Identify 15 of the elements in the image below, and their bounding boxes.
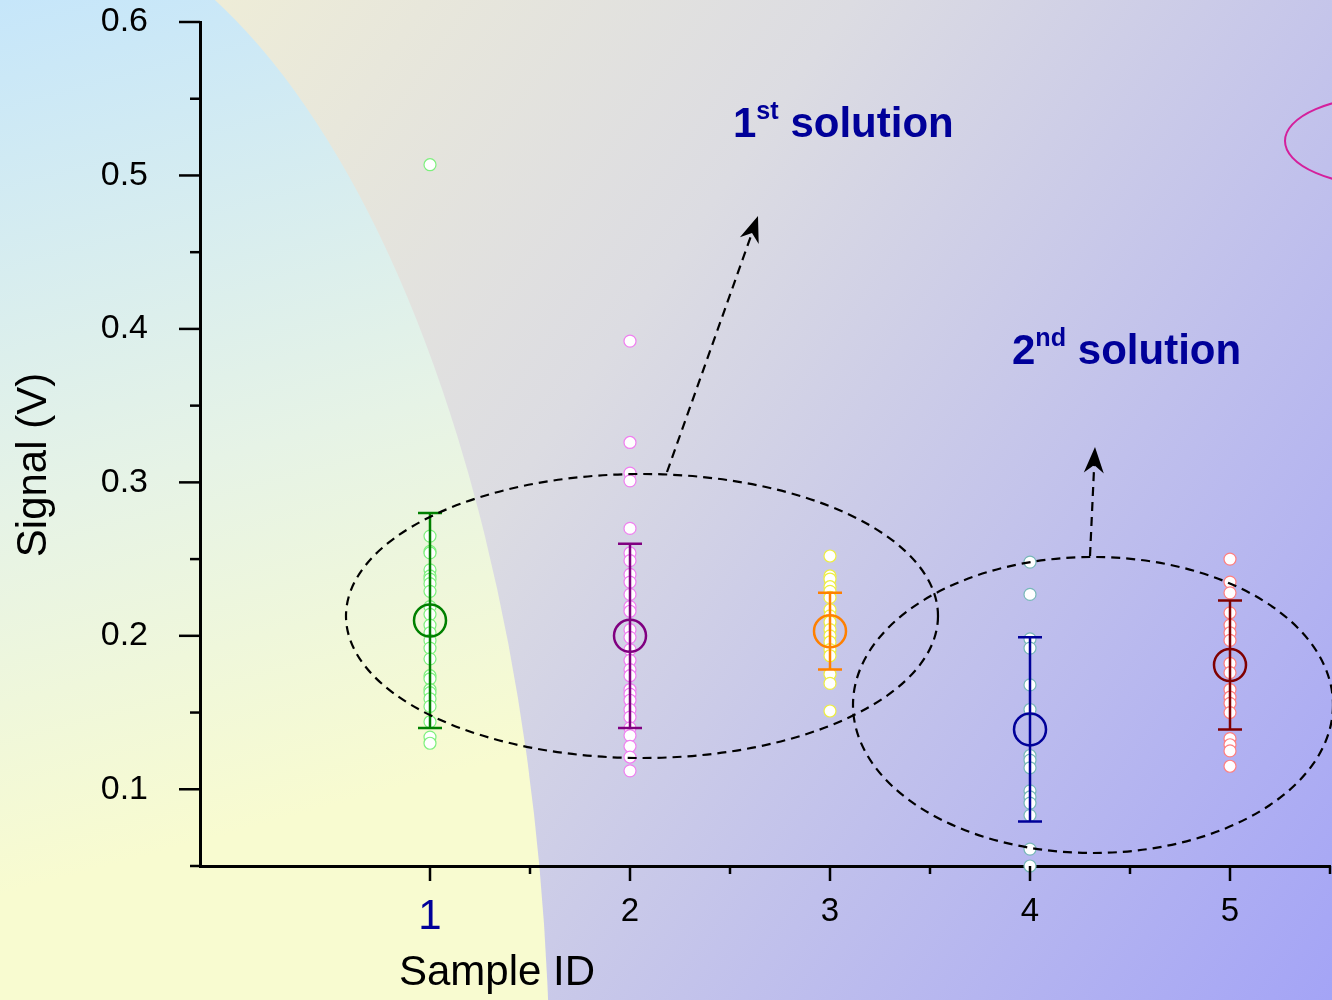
x-tick-label: 3 [820, 890, 840, 928]
x-axis-title: Sample ID [398, 946, 596, 994]
annotation: 2$^{nd}$ solution [1012, 323, 1242, 374]
x-tick-label: 2 [620, 890, 640, 928]
y-tick-label: 0.1 [100, 767, 148, 806]
y-tick-label: 0.6 [100, 0, 148, 39]
y-tick-label: 0.5 [100, 153, 148, 192]
annotation: 1$^{st}$ solution [733, 96, 954, 147]
x-tick-label: 5 [1220, 890, 1240, 928]
x-tick-label: 1 [418, 890, 442, 938]
y-tick-label: 0.2 [100, 614, 148, 653]
y-tick-label: 0.4 [100, 307, 148, 346]
x-tick-label: 4 [1020, 890, 1040, 928]
y-tick-label: 0.3 [100, 460, 148, 499]
y-axis-title: Signal (V) [7, 372, 55, 558]
